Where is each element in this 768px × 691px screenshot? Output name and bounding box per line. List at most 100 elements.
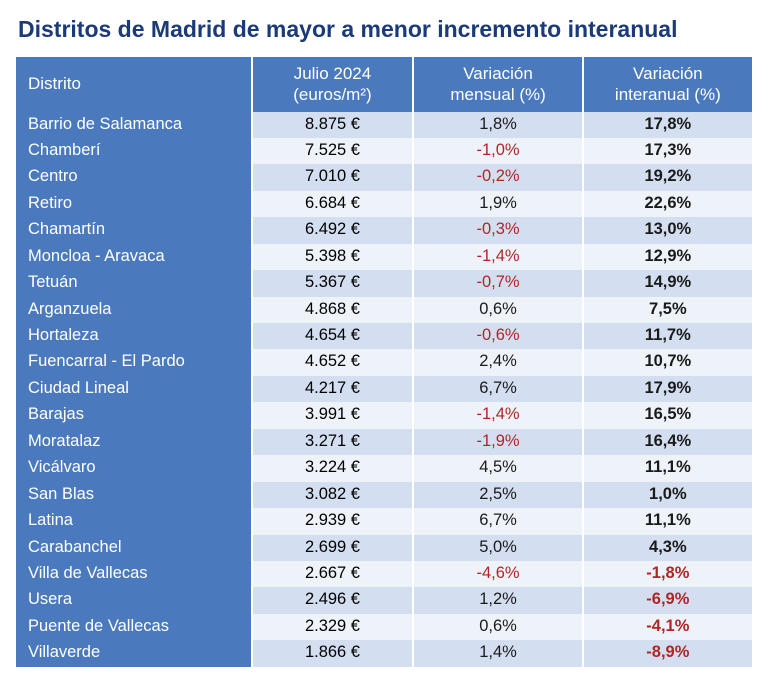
cell-year-variation: 11,7% [583,323,752,349]
cell-month-variation: -1,9% [413,429,582,455]
districts-table: Distrito Julio 2024(euros/m²) Variaciónm… [16,57,752,667]
cell-year-variation: 17,3% [583,138,752,164]
cell-year-variation: 12,9% [583,244,752,270]
cell-year-variation: 16,5% [583,402,752,428]
cell-price: 2.939 € [252,508,414,534]
cell-month-variation: -0,6% [413,323,582,349]
table-header-row: Distrito Julio 2024(euros/m²) Variaciónm… [16,57,752,112]
cell-month-variation: -1,4% [413,402,582,428]
cell-price: 7.010 € [252,164,414,190]
table-row: Arganzuela4.868 €0,6%7,5% [16,297,752,323]
col-header-distrito: Distrito [16,57,252,112]
table-row: Barrio de Salamanca8.875 €1,8%17,8% [16,112,752,138]
cell-price: 1.866 € [252,640,414,666]
cell-year-variation: 16,4% [583,429,752,455]
table-row: Chamberí7.525 €-1,0%17,3% [16,138,752,164]
cell-price: 6.684 € [252,191,414,217]
cell-year-variation: 7,5% [583,297,752,323]
cell-year-variation: 17,8% [583,112,752,138]
cell-price: 5.367 € [252,270,414,296]
cell-year-variation: 4,3% [583,535,752,561]
table-row: Chamartín6.492 €-0,3%13,0% [16,217,752,243]
table-row: Carabanchel2.699 €5,0%4,3% [16,535,752,561]
cell-year-variation: 14,9% [583,270,752,296]
cell-price: 4.652 € [252,349,414,375]
cell-year-variation: 11,1% [583,508,752,534]
cell-price: 4.217 € [252,376,414,402]
cell-month-variation: 6,7% [413,376,582,402]
cell-distrito: Hortaleza [16,323,252,349]
cell-year-variation: -1,8% [583,561,752,587]
cell-distrito: Villa de Vallecas [16,561,252,587]
table-row: Tetuán5.367 €-0,7%14,9% [16,270,752,296]
cell-price: 5.398 € [252,244,414,270]
cell-distrito: Usera [16,587,252,613]
cell-distrito: Retiro [16,191,252,217]
table-row: Fuencarral - El Pardo4.652 €2,4%10,7% [16,349,752,375]
cell-month-variation: 5,0% [413,535,582,561]
cell-month-variation: -4,6% [413,561,582,587]
cell-month-variation: -1,0% [413,138,582,164]
cell-price: 2.329 € [252,614,414,640]
cell-distrito: Moncloa - Aravaca [16,244,252,270]
cell-distrito: Carabanchel [16,535,252,561]
cell-year-variation: -8,9% [583,640,752,666]
col-header-month: Variaciónmensual (%) [413,57,582,112]
cell-price: 3.271 € [252,429,414,455]
cell-year-variation: 1,0% [583,482,752,508]
cell-price: 3.082 € [252,482,414,508]
table-row: San Blas3.082 €2,5%1,0% [16,482,752,508]
cell-year-variation: 11,1% [583,455,752,481]
cell-month-variation: -0,2% [413,164,582,190]
cell-price: 2.699 € [252,535,414,561]
cell-price: 6.492 € [252,217,414,243]
cell-year-variation: 10,7% [583,349,752,375]
cell-month-variation: -1,4% [413,244,582,270]
page-title: Distritos de Madrid de mayor a menor inc… [18,16,752,43]
table-row: Villa de Vallecas2.667 €-4,6%-1,8% [16,561,752,587]
cell-distrito: Moratalaz [16,429,252,455]
cell-distrito: San Blas [16,482,252,508]
cell-distrito: Ciudad Lineal [16,376,252,402]
cell-month-variation: 0,6% [413,297,582,323]
table-body: Barrio de Salamanca8.875 €1,8%17,8%Chamb… [16,112,752,667]
cell-price: 3.224 € [252,455,414,481]
table-row: Centro7.010 €-0,2%19,2% [16,164,752,190]
cell-price: 4.868 € [252,297,414,323]
cell-price: 7.525 € [252,138,414,164]
cell-month-variation: 4,5% [413,455,582,481]
cell-month-variation: 0,6% [413,614,582,640]
table-row: Hortaleza4.654 €-0,6%11,7% [16,323,752,349]
table-row: Moratalaz3.271 €-1,9%16,4% [16,429,752,455]
cell-distrito: Barrio de Salamanca [16,112,252,138]
table-row: Retiro6.684 €1,9%22,6% [16,191,752,217]
table-row: Villaverde1.866 €1,4%-8,9% [16,640,752,666]
cell-distrito: Chamberí [16,138,252,164]
col-header-price: Julio 2024(euros/m²) [252,57,414,112]
cell-month-variation: 1,9% [413,191,582,217]
table-row: Moncloa - Aravaca5.398 €-1,4%12,9% [16,244,752,270]
cell-year-variation: 22,6% [583,191,752,217]
cell-price: 4.654 € [252,323,414,349]
table-row: Usera2.496 €1,2%-6,9% [16,587,752,613]
cell-distrito: Villaverde [16,640,252,666]
cell-distrito: Chamartín [16,217,252,243]
cell-month-variation: 1,2% [413,587,582,613]
cell-distrito: Fuencarral - El Pardo [16,349,252,375]
table-row: Barajas3.991 €-1,4%16,5% [16,402,752,428]
cell-price: 3.991 € [252,402,414,428]
cell-month-variation: 2,5% [413,482,582,508]
cell-month-variation: -0,3% [413,217,582,243]
cell-year-variation: 19,2% [583,164,752,190]
table-row: Latina2.939 €6,7%11,1% [16,508,752,534]
cell-price: 2.667 € [252,561,414,587]
cell-distrito: Arganzuela [16,297,252,323]
cell-distrito: Latina [16,508,252,534]
cell-distrito: Puente de Vallecas [16,614,252,640]
table-row: Vicálvaro3.224 €4,5%11,1% [16,455,752,481]
cell-price: 2.496 € [252,587,414,613]
cell-distrito: Centro [16,164,252,190]
cell-year-variation: -6,9% [583,587,752,613]
table-row: Puente de Vallecas2.329 €0,6%-4,1% [16,614,752,640]
col-header-year: Variacióninteranual (%) [583,57,752,112]
